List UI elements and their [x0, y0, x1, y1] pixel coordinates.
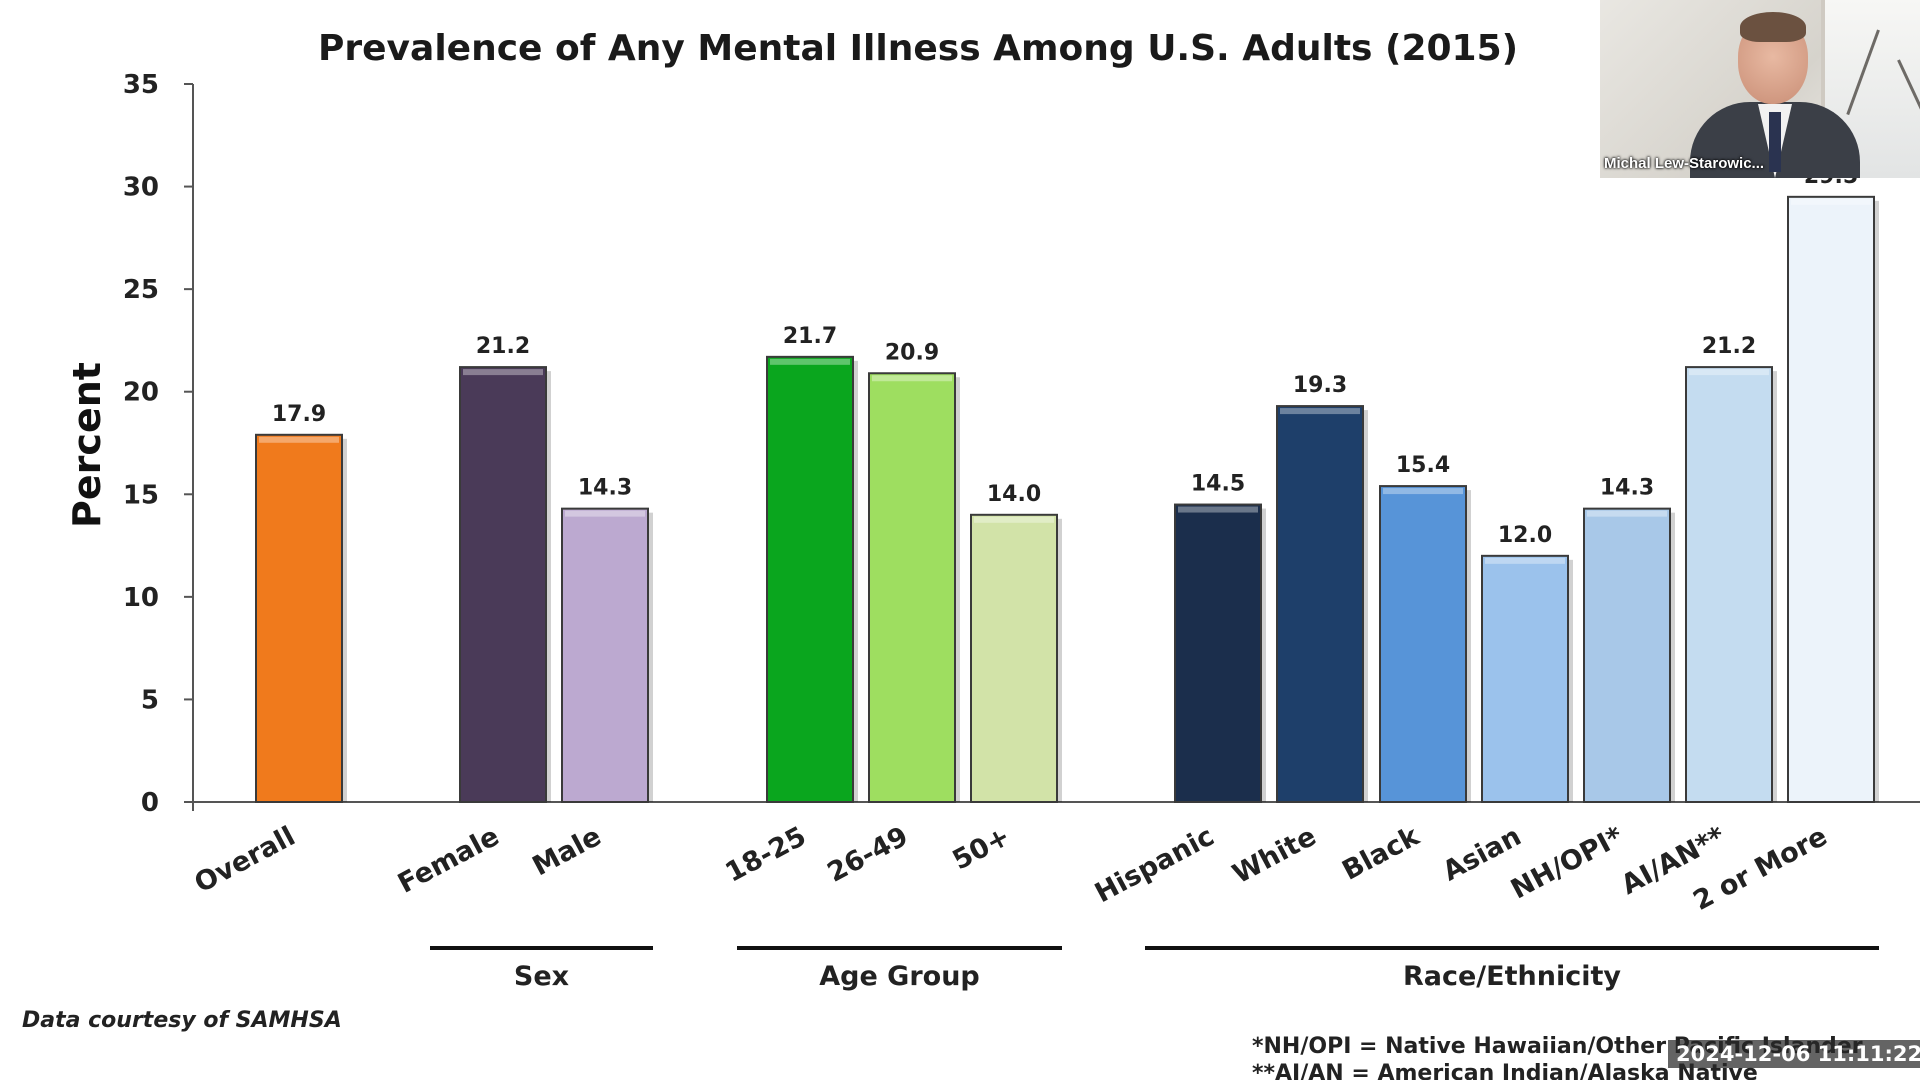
x-tick-label: 26-49 — [822, 821, 913, 889]
bar — [1787, 195, 1875, 804]
data-label: 14.5 — [1191, 472, 1245, 497]
bar-highlight — [1485, 557, 1565, 564]
y-tick-label: 0 — [141, 788, 159, 818]
bar — [459, 366, 547, 803]
x-tick-label: Black — [1337, 820, 1425, 886]
data-label: 12.0 — [1498, 523, 1552, 548]
bar-highlight — [1587, 510, 1667, 517]
bar-black — [1379, 485, 1471, 803]
bar-highlight — [1383, 488, 1463, 495]
bar-highlight — [1280, 408, 1360, 415]
bar — [255, 433, 343, 803]
group-label: Race/Ethnicity — [1403, 961, 1621, 992]
participant-name-label: Michal Lew-Starowic... — [1604, 155, 1765, 172]
group-label: Age Group — [819, 961, 980, 992]
bar-hispanic — [1174, 503, 1266, 803]
y-tick-label: 15 — [123, 480, 159, 510]
bar-highlight — [1178, 506, 1258, 513]
data-label: 15.4 — [1396, 453, 1450, 478]
bars — [255, 195, 1879, 804]
bar-highlight — [1791, 198, 1871, 205]
bar — [1174, 503, 1262, 803]
bar-highlight — [565, 510, 645, 517]
y-tick-label: 5 — [141, 685, 159, 715]
participant-tie — [1769, 112, 1781, 172]
bar-highlight — [463, 369, 543, 376]
y-tick-label: 10 — [123, 583, 159, 613]
y-tick-label: 30 — [123, 173, 159, 203]
bar-overall — [255, 433, 347, 803]
y-axis-label: Percent — [65, 362, 109, 528]
x-tick-label: Overall — [190, 821, 301, 900]
data-label: 21.2 — [476, 334, 530, 359]
bar-asian — [1481, 554, 1573, 803]
y-tick-label: 25 — [123, 275, 159, 305]
bar — [1685, 366, 1773, 803]
y-tick-label: 35 — [123, 70, 159, 100]
data-label: 19.3 — [1293, 373, 1347, 398]
x-tick-label: 50+ — [948, 821, 1016, 877]
bar — [561, 507, 649, 803]
chart-title: Prevalence of Any Mental Illness Among U… — [318, 28, 1518, 69]
x-tick-label: 18-25 — [720, 821, 811, 889]
data-credit: Data courtesy of SAMHSA — [22, 1008, 342, 1033]
x-tick-label: Male — [528, 821, 607, 882]
bar-highlight — [259, 436, 339, 443]
data-label: 21.2 — [1702, 334, 1756, 359]
data-label: 14.3 — [578, 476, 632, 501]
bar — [766, 355, 854, 803]
x-tick-label: White — [1228, 821, 1322, 890]
bar-26-49 — [868, 372, 960, 803]
bar — [970, 513, 1058, 803]
bar-highlight — [1689, 369, 1769, 376]
x-tick-label: Hispanic — [1090, 821, 1219, 909]
data-label: 14.3 — [1600, 476, 1654, 501]
recording-timestamp: 2024-12-06 11:11:22 — [1668, 1040, 1920, 1068]
data-label: 20.9 — [885, 340, 939, 365]
bar-50- — [970, 513, 1062, 803]
bar — [1276, 405, 1364, 803]
bar-18-25 — [766, 355, 858, 803]
bar-female — [459, 366, 551, 803]
y-tick-label: 20 — [123, 378, 159, 408]
participant-video-tile[interactable]: Michal Lew-Starowic... — [1600, 0, 1920, 178]
bar-highlight — [872, 375, 952, 382]
group-label: Sex — [514, 961, 569, 992]
bar — [1481, 554, 1569, 803]
participant-hair — [1740, 12, 1806, 42]
bar-nh-opi- — [1583, 507, 1675, 803]
bar — [1583, 507, 1671, 803]
bar-male — [561, 507, 653, 803]
bar-highlight — [770, 358, 850, 365]
footnote-aian: **AI/AN = American Indian/Alaska Native — [1252, 1061, 1758, 1080]
data-label: 17.9 — [272, 402, 326, 427]
bar-highlight — [974, 516, 1054, 523]
bar-ai-an- — [1685, 366, 1777, 803]
data-label: 21.7 — [783, 324, 837, 349]
bar — [1379, 485, 1467, 803]
x-tick-label: NH/OPI* — [1506, 821, 1628, 906]
bar-2-or-more — [1787, 195, 1879, 804]
data-label: 14.0 — [987, 482, 1041, 507]
bar-white — [1276, 405, 1368, 803]
category-groups: Sex Age Group Race/Ethnicity — [430, 946, 1879, 992]
x-tick-label: Female — [393, 821, 504, 900]
bar — [868, 372, 956, 803]
